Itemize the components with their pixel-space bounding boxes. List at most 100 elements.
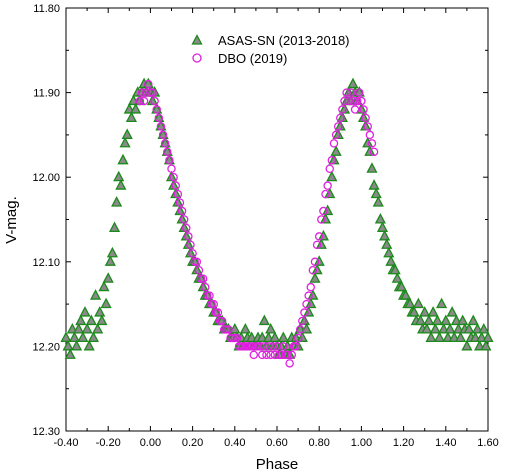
triangle-marker — [111, 196, 123, 207]
triangle-marker — [478, 322, 490, 334]
circle-marker — [319, 206, 328, 216]
circle-marker — [266, 350, 275, 360]
circle-marker — [346, 88, 356, 97]
y-tick-label: 12.10 — [32, 257, 60, 269]
x-tick-label: -0.20 — [96, 437, 121, 449]
circle-marker — [340, 96, 349, 106]
triangle-marker — [311, 263, 323, 275]
circle-marker — [213, 308, 223, 317]
triangle-marker — [368, 179, 380, 190]
triangle-marker — [412, 297, 424, 309]
triangle-marker — [372, 196, 384, 207]
triangle-marker — [265, 322, 277, 334]
triangle-marker — [60, 331, 72, 342]
circle-marker — [194, 266, 204, 275]
circle-marker — [171, 181, 180, 190]
circle-marker — [285, 359, 294, 368]
x-axis-title: Phase — [256, 456, 299, 473]
triangle-marker — [73, 322, 85, 334]
triangle-marker — [324, 187, 336, 199]
triangle-marker — [317, 229, 329, 241]
circle-marker — [272, 342, 282, 351]
triangle-marker — [414, 314, 427, 326]
y-tick-label: 11.80 — [33, 3, 60, 15]
triangle-marker — [419, 306, 431, 317]
triangle-marker — [307, 289, 319, 300]
circle-marker — [209, 299, 218, 309]
triangle-marker — [461, 339, 473, 351]
circle-marker — [367, 139, 377, 148]
circle-marker — [232, 333, 242, 343]
circle-marker — [336, 113, 345, 123]
circle-marker — [156, 122, 166, 131]
triangle-marker — [330, 145, 342, 156]
triangle-marker — [431, 314, 443, 326]
circle-marker — [154, 113, 164, 123]
plot-frame — [65, 7, 489, 432]
circle-marker — [279, 342, 288, 351]
triangle-marker — [303, 306, 315, 317]
triangle-marker — [64, 348, 76, 359]
circle-marker — [312, 240, 322, 250]
circle-marker — [192, 257, 202, 267]
triangle-marker — [440, 314, 452, 326]
triangle-marker — [81, 322, 93, 334]
triangle-marker — [400, 289, 412, 300]
triangle-marker — [425, 331, 437, 342]
circle-marker — [333, 122, 343, 131]
circle-marker — [352, 96, 362, 106]
circle-marker — [249, 350, 259, 360]
circle-marker — [144, 79, 153, 89]
circle-marker — [165, 156, 174, 165]
circle-marker — [298, 316, 307, 326]
circle-marker — [158, 130, 168, 140]
triangle-marker — [370, 187, 382, 199]
x-tick-label: -0.40 — [53, 437, 78, 449]
circle-marker — [357, 96, 366, 106]
circle-marker — [141, 88, 151, 97]
circle-marker — [182, 223, 191, 233]
triangle-marker — [309, 272, 321, 283]
circle-marker — [344, 96, 353, 106]
triangle-marker — [269, 331, 281, 342]
triangle-marker — [395, 280, 408, 292]
circle-marker — [302, 299, 311, 309]
circle-marker — [184, 232, 193, 241]
circle-marker — [262, 350, 271, 360]
circle-marker — [198, 274, 208, 283]
triangle-marker — [130, 103, 142, 114]
x-tick-label: 1.60 — [477, 437, 498, 449]
circle-marker — [365, 130, 375, 140]
x-tick-label: 1.20 — [393, 437, 414, 449]
y-tick-label: 12.00 — [32, 172, 60, 184]
triangle-marker — [62, 339, 74, 351]
triangle-marker — [389, 263, 401, 275]
circle-marker — [173, 189, 183, 199]
circle-marker — [293, 333, 303, 343]
triangle-marker — [305, 297, 317, 309]
triangle-marker — [385, 255, 397, 266]
triangle-marker — [480, 339, 492, 351]
triangle-marker — [381, 238, 393, 249]
circle-marker — [163, 147, 172, 157]
triangle-marker — [421, 322, 433, 334]
circle-marker — [342, 88, 351, 97]
triangle-marker — [113, 170, 125, 182]
circle-marker — [152, 105, 161, 114]
triangle-marker — [379, 229, 391, 241]
triangle-marker — [79, 306, 91, 317]
x-axis-ticks: -0.40 -0.20 0.00 0.20 0.40 0.60 0.80 1.00 1.20 1.… — [53, 8, 499, 449]
legend-label-asas-sn: ASAS-SN (2013-2018) — [218, 33, 350, 48]
triangle-marker — [296, 331, 308, 342]
triangle-marker — [315, 238, 327, 249]
circle-marker — [255, 342, 265, 351]
circle-marker — [224, 325, 233, 334]
triangle-marker — [239, 322, 251, 334]
triangle-marker — [119, 136, 131, 148]
circle-marker — [188, 249, 197, 258]
triangle-marker — [121, 128, 133, 139]
y-axis-ticks: 11.80 11.90 12.00 12.10 12.20 12.30 — [32, 3, 488, 438]
triangle-marker — [347, 77, 359, 89]
circle-marker — [317, 215, 326, 224]
